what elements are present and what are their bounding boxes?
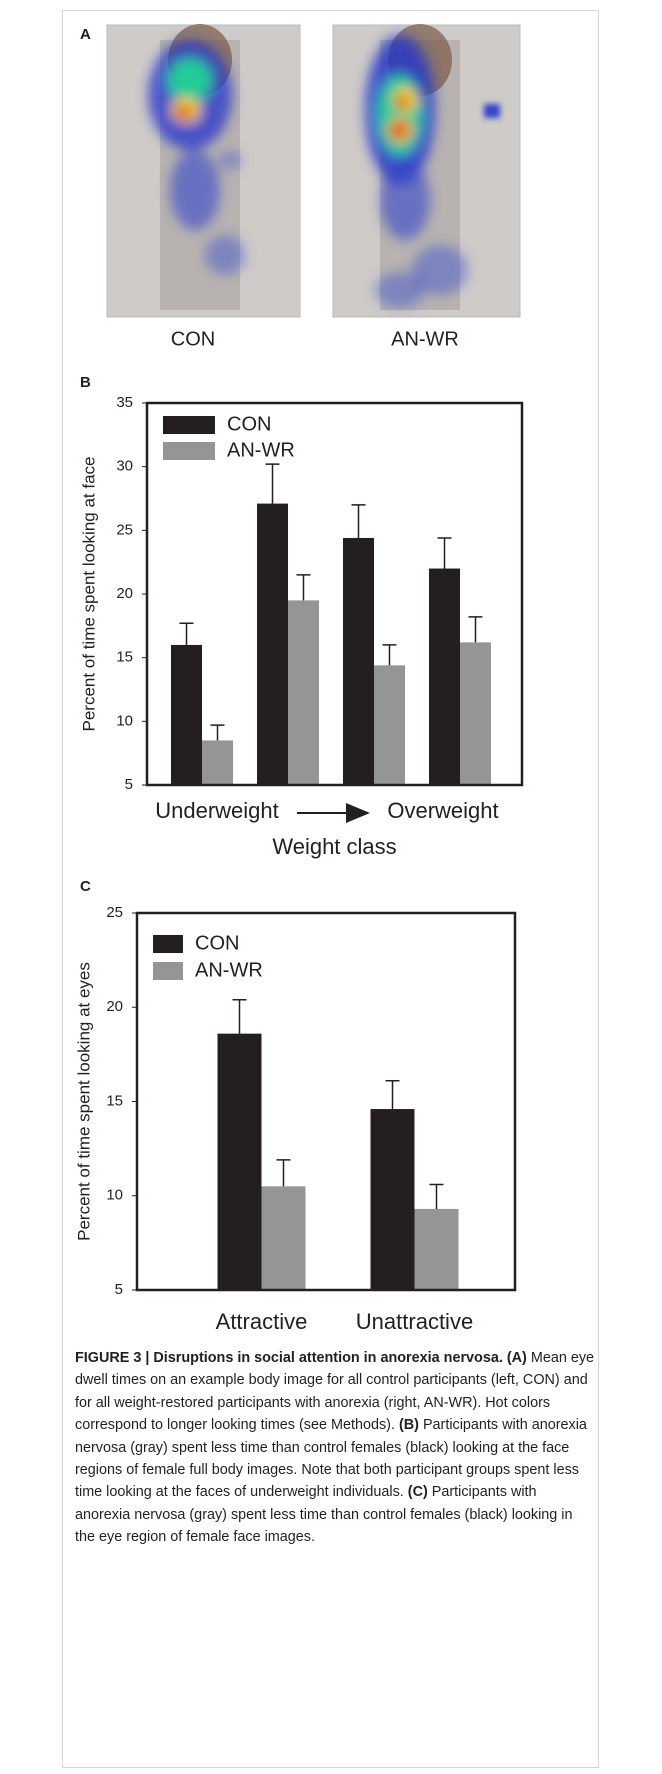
y-tick-label: 5 (125, 776, 133, 793)
image-caption: AN-WR (391, 328, 459, 350)
error-bar (265, 463, 280, 504)
x-tick-label: Unattractive (356, 1309, 473, 1334)
figure-frame (62, 10, 599, 1768)
bar (257, 503, 288, 785)
legend-swatch (153, 935, 183, 953)
y-tick-label: 25 (106, 904, 123, 921)
heatmap-image-con (106, 24, 301, 318)
error-bar (385, 1080, 400, 1110)
error-bar (179, 622, 194, 645)
x-annotation: Underweight (155, 798, 279, 823)
bar (288, 600, 319, 785)
error-bar (276, 1159, 291, 1187)
error-bar (351, 504, 366, 538)
panel-label: C (80, 878, 91, 895)
error-bar (429, 1183, 444, 1209)
error-bar (437, 537, 452, 569)
panel-label: A (80, 26, 91, 43)
legend-label: AN-WR (195, 959, 263, 981)
error-bar (232, 998, 247, 1034)
legend-label: CON (195, 932, 239, 954)
bar (343, 537, 374, 785)
plot-frame (135, 911, 517, 1292)
caption-tag: (A) (506, 1350, 527, 1366)
bar (370, 1109, 415, 1290)
panel-label: B (80, 374, 91, 391)
legend-swatch (163, 442, 215, 460)
y-tick-label: 20 (116, 585, 133, 602)
y-tick-label: 5 (115, 1281, 123, 1298)
caption-tag: (C) (407, 1484, 428, 1501)
y-axis-label: Percent of time spent looking at eyes (74, 962, 93, 1241)
legend-swatch (163, 416, 215, 434)
legend-swatch (153, 962, 183, 980)
bar (217, 1033, 262, 1290)
figure: A (74, 24, 524, 1334)
plot-frame (145, 401, 524, 787)
heatmap-image-an-wr (332, 24, 521, 318)
bar (171, 644, 202, 785)
bar (202, 740, 233, 785)
error-bar (468, 616, 483, 643)
error-bar (296, 574, 311, 601)
caption-text: Mean eye dwell times on an example body … (75, 1350, 595, 1434)
caption-title: FIGURE 3 | Disruptions in social attenti… (75, 1350, 503, 1366)
caption-text: Participants with anorexia nervosa (gray… (75, 1484, 573, 1546)
caption-text: Participants with anorexia nervosa (gray… (75, 1417, 587, 1501)
y-tick-label: 30 (116, 458, 133, 475)
error-bar (382, 644, 397, 666)
x-annotation: Overweight (387, 798, 498, 823)
figure-caption: FIGURE 3 | Disruptions in social attenti… (75, 1347, 595, 1549)
legend-label: AN-WR (227, 439, 295, 461)
legend-label: CON (227, 413, 271, 435)
y-tick-label: 25 (116, 521, 133, 538)
x-axis-label: Weight class (272, 834, 396, 859)
y-tick-label: 10 (116, 712, 133, 729)
bar (374, 665, 405, 785)
y-tick-label: 35 (116, 394, 133, 411)
y-tick-label: 15 (116, 649, 133, 666)
y-axis-label: Percent of time spent looking at face (79, 457, 98, 732)
error-bar (210, 724, 225, 741)
y-tick-label: 15 (106, 1092, 123, 1109)
bar (414, 1208, 459, 1290)
x-tick-label: Attractive (216, 1309, 308, 1334)
bar (460, 642, 491, 785)
bar (429, 568, 460, 785)
bar (261, 1186, 306, 1290)
image-caption: CON (171, 328, 215, 350)
y-tick-label: 20 (106, 998, 123, 1015)
caption-tag: (B) (398, 1417, 419, 1434)
y-tick-label: 10 (106, 1187, 123, 1204)
